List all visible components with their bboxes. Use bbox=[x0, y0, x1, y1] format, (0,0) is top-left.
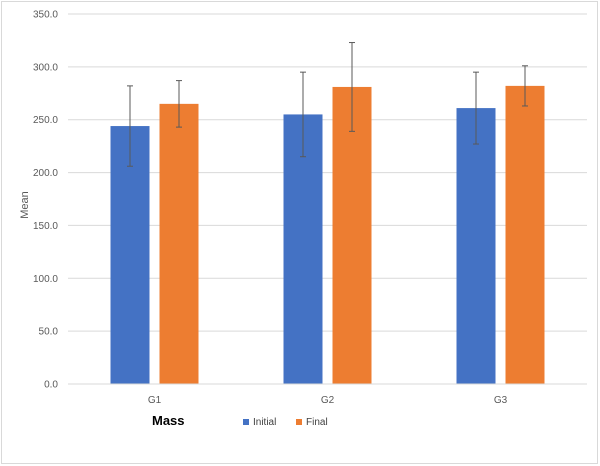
bar-initial-g2 bbox=[283, 114, 323, 384]
bar-initial-g3 bbox=[456, 108, 496, 384]
y-tick-label: 300.0 bbox=[33, 62, 58, 73]
x-tick-label: G3 bbox=[494, 395, 508, 406]
legend-swatch-initial bbox=[243, 419, 249, 425]
bar-final-g2 bbox=[332, 86, 372, 384]
x-tick-label: G2 bbox=[321, 395, 335, 406]
y-tick-label: 50.0 bbox=[39, 327, 59, 338]
y-tick-label: 150.0 bbox=[33, 221, 58, 232]
bar-final-g3 bbox=[505, 85, 545, 384]
x-tick-label: G1 bbox=[148, 395, 162, 406]
gridlines bbox=[68, 13, 587, 332]
bar-initial-g1 bbox=[110, 126, 150, 385]
x-axis-title: Mass bbox=[152, 413, 185, 428]
legend: Initial Final bbox=[243, 417, 328, 428]
error-bars bbox=[127, 42, 528, 167]
bars bbox=[110, 85, 545, 385]
legend-swatch-final bbox=[296, 419, 302, 425]
bar-final-g1 bbox=[159, 103, 199, 384]
y-tick-label: 0.0 bbox=[44, 380, 58, 391]
legend-label-initial: Initial bbox=[253, 417, 276, 428]
legend-label-final: Final bbox=[306, 417, 328, 428]
y-tick-label: 100.0 bbox=[33, 274, 58, 285]
x-axis-ticks: G1 G2 G3 bbox=[148, 395, 508, 406]
y-axis-label: Mean bbox=[19, 191, 31, 219]
y-tick-label: 350.0 bbox=[33, 10, 58, 21]
y-tick-label: 250.0 bbox=[33, 115, 58, 126]
y-tick-label: 200.0 bbox=[33, 168, 58, 179]
y-axis-ticks: 0.0 50.0 100.0 150.0 200.0 250.0 300.0 350.0 bbox=[33, 10, 58, 391]
